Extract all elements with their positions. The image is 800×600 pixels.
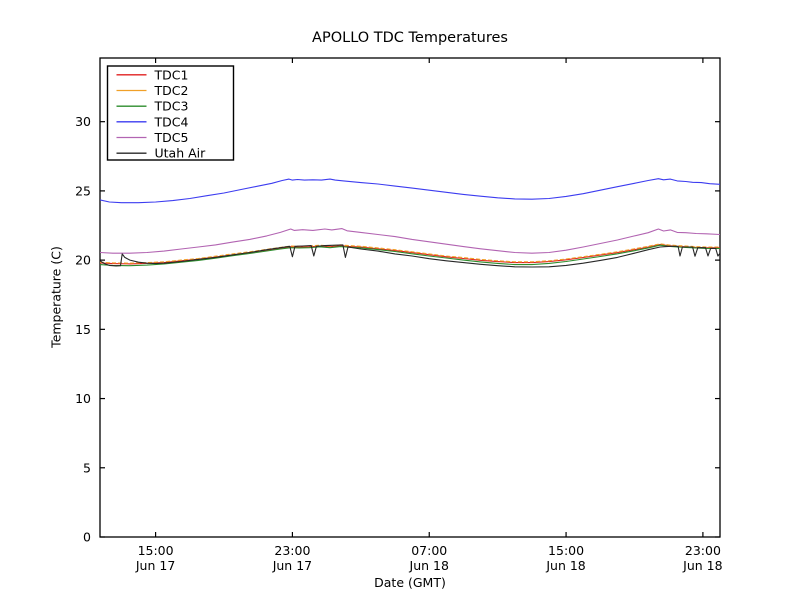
legend-label-tdc5: TDC5 <box>154 130 189 145</box>
x-axis-label: Date (GMT) <box>374 575 446 590</box>
y-tick-label: 0 <box>83 530 91 545</box>
y-tick-label: 25 <box>75 183 91 198</box>
y-tick-label: 30 <box>75 114 91 129</box>
x-tick-label-date: Jun 18 <box>409 558 449 573</box>
x-tick-label-time: 23:00 <box>685 543 721 558</box>
legend-box <box>106 65 235 161</box>
x-tick-label-date: Jun 18 <box>545 558 585 573</box>
x-tick-label-time: 07:00 <box>411 543 447 558</box>
legend-label-tdc1: TDC1 <box>154 67 189 82</box>
y-axis-label: Temperature (C) <box>48 246 64 348</box>
y-tick-label: 20 <box>75 253 91 268</box>
x-tick-label-date: Jun 18 <box>682 558 722 573</box>
x-tick-label-time: 15:00 <box>138 543 174 558</box>
series-line-tdc2 <box>100 243 720 264</box>
legend-label-tdc2: TDC2 <box>154 83 189 98</box>
series-line-tdc5 <box>100 228 720 254</box>
chart-title: APOLLO TDC Temperatures <box>312 30 508 46</box>
series-line-tdc4 <box>100 178 720 204</box>
legend-label-utah-air: Utah Air <box>155 146 207 161</box>
x-tick-label-date: Jun 17 <box>135 558 175 573</box>
series-line-tdc3 <box>100 244 720 267</box>
series-line-utah-air <box>100 244 720 268</box>
axes-border <box>99 57 721 538</box>
legend-label-tdc3: TDC3 <box>154 99 189 114</box>
y-tick-label: 15 <box>75 322 91 337</box>
x-tick-label-date: Jun 17 <box>272 558 312 573</box>
x-tick-label-time: 15:00 <box>548 543 584 558</box>
x-tick-label-time: 23:00 <box>274 543 310 558</box>
legend-label-tdc4: TDC4 <box>154 114 189 129</box>
y-tick-label: 5 <box>83 460 91 475</box>
y-tick-label: 10 <box>75 391 91 406</box>
